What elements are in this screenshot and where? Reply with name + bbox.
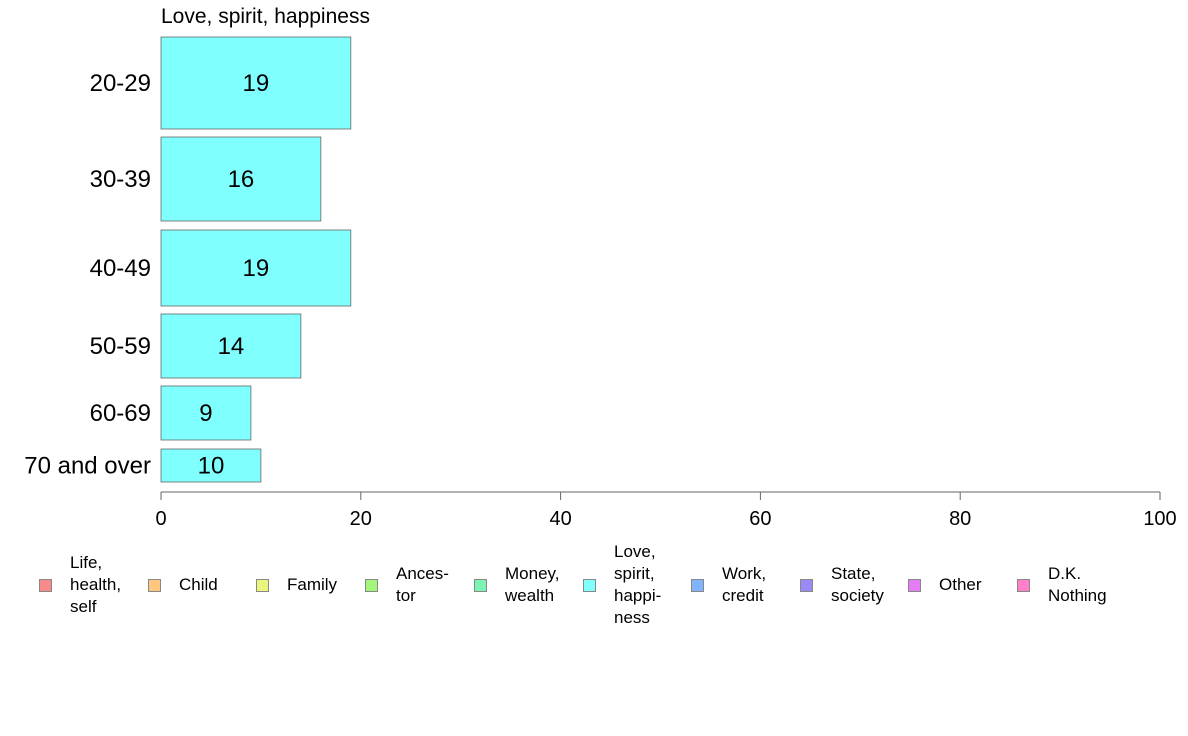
legend-swatch (474, 578, 487, 592)
bar-chart: Love, spirit, happiness 1920-291630-3919… (24, 5, 1177, 530)
bar-value-label: 14 (218, 333, 245, 360)
bar-60-69 (160, 385, 252, 441)
chart-title: Love, spirit, happiness (161, 5, 370, 28)
legend-item: Child (148, 574, 218, 596)
legend-label: Ances- tor (396, 564, 449, 605)
legend-label: D.K. Nothing (1048, 564, 1107, 605)
legend-item: State, society (800, 563, 884, 607)
legend-label: Child (179, 575, 218, 594)
bar-value-label: 10 (198, 453, 225, 480)
category-label: 50-59 (90, 333, 151, 360)
legend-item: Family (256, 574, 337, 596)
bar-40-49 (160, 229, 352, 307)
legend-label: Family (287, 575, 338, 594)
legend-swatch (583, 578, 596, 592)
category-label: 40-49 (90, 255, 151, 282)
bar-70-and-over (160, 448, 262, 483)
category-label: 60-69 (90, 400, 151, 427)
legend-label: Money, wealth (505, 564, 560, 605)
legend-swatch (148, 578, 161, 592)
legend-swatch (1017, 578, 1030, 592)
x-tick-label: 20 (350, 508, 372, 530)
legend: Life, health, self Child Family Ances- tor M… (0, 540, 1188, 640)
legend-label: Work, credit (722, 564, 767, 605)
x-axis: 0 20 40 60 80 100 (155, 491, 1177, 530)
legend-item: Other (908, 574, 982, 596)
x-tick-label: 0 (155, 508, 166, 530)
legend-label: State, society (831, 564, 884, 605)
bar-value-label: 16 (228, 166, 255, 193)
x-tick-label: 60 (749, 508, 771, 530)
bar-30-39 (160, 136, 322, 222)
legend-swatch (39, 578, 52, 592)
bar-50-59 (160, 313, 302, 379)
x-tick-label: 100 (1143, 508, 1176, 530)
legend-item: D.K. Nothing (1017, 563, 1107, 607)
legend-swatch (800, 578, 813, 592)
bar-value-label: 19 (243, 255, 270, 282)
legend-item: Life, health, self (39, 552, 121, 618)
legend-label: Other (939, 575, 982, 594)
legend-item: Work, credit (691, 563, 766, 607)
bar-20-29 (160, 36, 352, 130)
legend-item: Money, wealth (474, 563, 560, 607)
legend-swatch (365, 578, 378, 592)
legend-swatch (691, 578, 704, 592)
legend-item: Ances- tor (365, 563, 449, 607)
legend-item: Love, spirit, happi- ness (583, 541, 661, 629)
legend-swatch (908, 578, 921, 592)
category-label: 30-39 (90, 166, 151, 193)
category-label: 70 and over (24, 453, 151, 480)
legend-label: Love, spirit, happi- ness (614, 542, 662, 627)
x-tick-label: 80 (949, 508, 971, 530)
bars-group: 19 20-29 16 30-39 19 40-49 14 50-59 9 60-69 10 70 a… (24, 36, 352, 483)
bar-value-label: 19 (243, 70, 270, 97)
legend-swatch (256, 578, 269, 592)
x-tick-label: 40 (549, 508, 571, 530)
bar-value-label: 9 (199, 400, 212, 427)
legend-label: Life, health, self (70, 553, 122, 616)
category-label: 20-29 (90, 70, 151, 97)
